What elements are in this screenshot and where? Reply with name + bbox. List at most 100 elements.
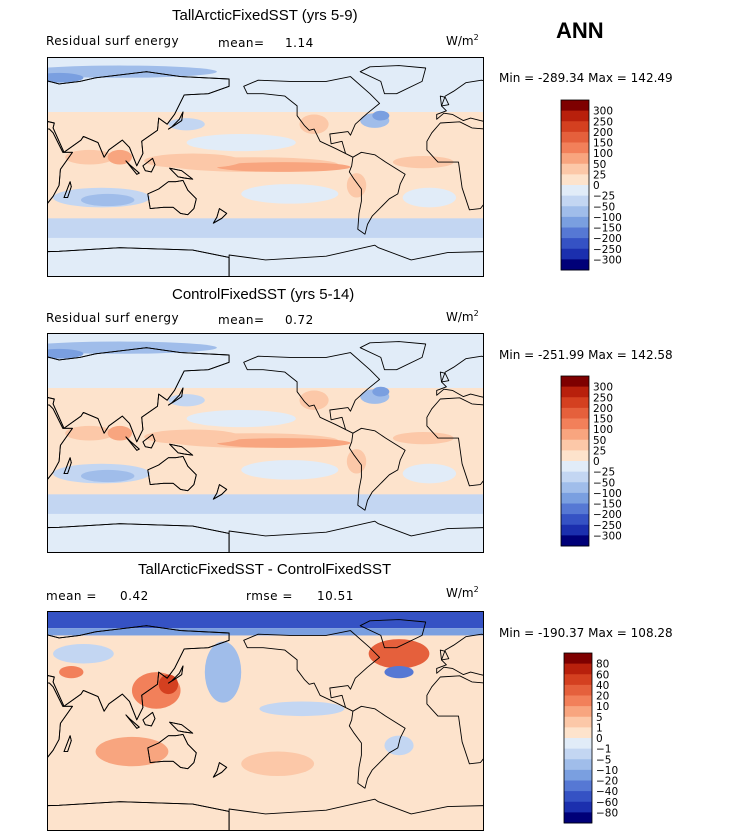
colorbar-frame xyxy=(560,375,590,547)
coastline-antarctica xyxy=(47,247,230,277)
field-layer xyxy=(47,611,484,831)
coastline-africa xyxy=(426,397,484,487)
panel3-map xyxy=(47,611,484,831)
spacific-cool xyxy=(241,184,339,204)
panel2-min-value: -251.99 xyxy=(538,348,585,362)
colorbar-swatch xyxy=(561,100,589,112)
colorbar-swatch xyxy=(561,248,589,260)
panel1-min-value: -289.34 xyxy=(538,71,585,85)
panel2-min-label: Min = xyxy=(499,348,535,362)
colorbar-tick-label: −25 xyxy=(593,467,615,479)
colorbar-swatch xyxy=(564,791,592,803)
coastline-africa xyxy=(47,682,73,759)
atlantic-warm xyxy=(392,156,454,169)
coastline-britain xyxy=(439,95,450,107)
coastline-newguinea xyxy=(169,721,194,734)
colorbar-tick-label: 0 xyxy=(596,733,603,745)
colorbar-tick-label: 10 xyxy=(596,701,609,713)
gulf-stream-core xyxy=(372,386,390,397)
siberia-cool xyxy=(53,644,114,664)
colorbar-swatch xyxy=(561,397,589,409)
colorbar-swatch xyxy=(561,503,589,515)
colorbar-tick-label: 0 xyxy=(593,456,600,468)
coastline-newguinea xyxy=(169,167,194,180)
panel1-max-label: Max = xyxy=(588,71,627,85)
satlantic-cool xyxy=(402,463,457,484)
panel2-colorbar: 30025020015010050250−25−50−100−150−200−2… xyxy=(560,375,622,547)
colorbar-swatch xyxy=(561,471,589,483)
coastline-namerica xyxy=(243,76,381,158)
colorbar-tick-label: −100 xyxy=(593,212,622,224)
colorbar-swatch xyxy=(564,738,592,750)
panel1-units: W/m2 xyxy=(446,33,479,48)
colorbar-swatch xyxy=(561,259,589,271)
colorbar-frame xyxy=(563,652,593,824)
colorbar-tick-label: −150 xyxy=(593,223,622,235)
coastline-samerica xyxy=(348,151,406,235)
spacific-cool xyxy=(241,460,339,480)
colorbar-swatch xyxy=(564,780,592,792)
coastline-antarctica xyxy=(228,244,484,277)
panel2-mean-label: mean= xyxy=(218,313,265,327)
colorbar-swatch xyxy=(564,653,592,665)
coastline-antarctica xyxy=(47,523,230,553)
panel2-units-base: W/m xyxy=(446,310,474,324)
arctic-cool xyxy=(47,65,217,78)
barents-cool xyxy=(47,348,84,359)
colorbar-swatch xyxy=(561,418,589,430)
colorbar-swatch xyxy=(561,131,589,143)
colorbar-tick-label: −200 xyxy=(593,509,622,521)
coastline-africa xyxy=(47,404,73,481)
map-frame xyxy=(47,611,484,831)
coastline-namerica xyxy=(243,352,381,434)
calif-warm xyxy=(299,390,329,410)
colorbar-tick-label: 250 xyxy=(593,392,613,404)
colorbar-tick-label: 0 xyxy=(593,180,600,192)
coastline-borneo xyxy=(142,157,156,173)
colorbar-swatch xyxy=(564,748,592,760)
southern-ocean-band xyxy=(47,218,484,238)
panel3-min-value: -190.37 xyxy=(538,626,585,640)
coastline-japan xyxy=(167,111,184,130)
colorbar-tick-label: 50 xyxy=(593,159,606,171)
coastline-newzealand xyxy=(212,762,228,778)
southern-ocean-band xyxy=(47,494,484,514)
colorbar-tick-label: 40 xyxy=(596,680,609,692)
coastline-layer xyxy=(47,619,484,831)
colorbar-tick-label: 200 xyxy=(593,403,613,415)
panel2-title: ControlFixedSST (yrs 5-14) xyxy=(172,286,355,303)
colorbar-tick-label: 250 xyxy=(593,116,613,128)
panel1-minmax: Min = -289.34 Max = 142.49 xyxy=(499,71,673,85)
coastline-eurasia xyxy=(47,71,230,167)
coastline-antarctica xyxy=(47,801,230,831)
bengal-warm xyxy=(107,149,132,165)
colorbar-swatch xyxy=(561,206,589,218)
colorbar-swatch xyxy=(561,121,589,133)
coastline-africa xyxy=(47,128,73,205)
colorbar-frame xyxy=(560,99,590,271)
colorbar-swatch xyxy=(561,376,589,388)
gulf-cool xyxy=(384,666,414,679)
panel1-map xyxy=(47,57,484,277)
panel3-rmse-label: rmse = xyxy=(246,589,293,603)
colorbar-tick-label: −200 xyxy=(593,233,622,245)
indian-warm xyxy=(95,736,169,767)
colorbar-swatch xyxy=(561,514,589,526)
arctic-band xyxy=(47,57,484,112)
panel1-max-value: 142.49 xyxy=(630,71,673,85)
coastline-japan xyxy=(167,665,184,684)
panel3-mean-label: mean = xyxy=(46,589,97,603)
colorbar-swatch xyxy=(561,195,589,207)
peru-warm xyxy=(346,449,367,474)
coastline-samerica xyxy=(348,427,406,511)
colorbar-tick-label: −300 xyxy=(593,254,622,266)
calif-warm xyxy=(299,114,329,134)
colorbar-swatch xyxy=(561,227,589,239)
west-pacific-warm xyxy=(144,429,242,445)
panel3-min-label: Min = xyxy=(499,626,535,640)
colorbar-tick-label: 50 xyxy=(593,435,606,447)
coastline-newguinea xyxy=(169,443,194,456)
west-pacific-warm xyxy=(144,153,242,169)
colorbar-swatch xyxy=(561,524,589,536)
coastline-borneo xyxy=(142,711,156,727)
